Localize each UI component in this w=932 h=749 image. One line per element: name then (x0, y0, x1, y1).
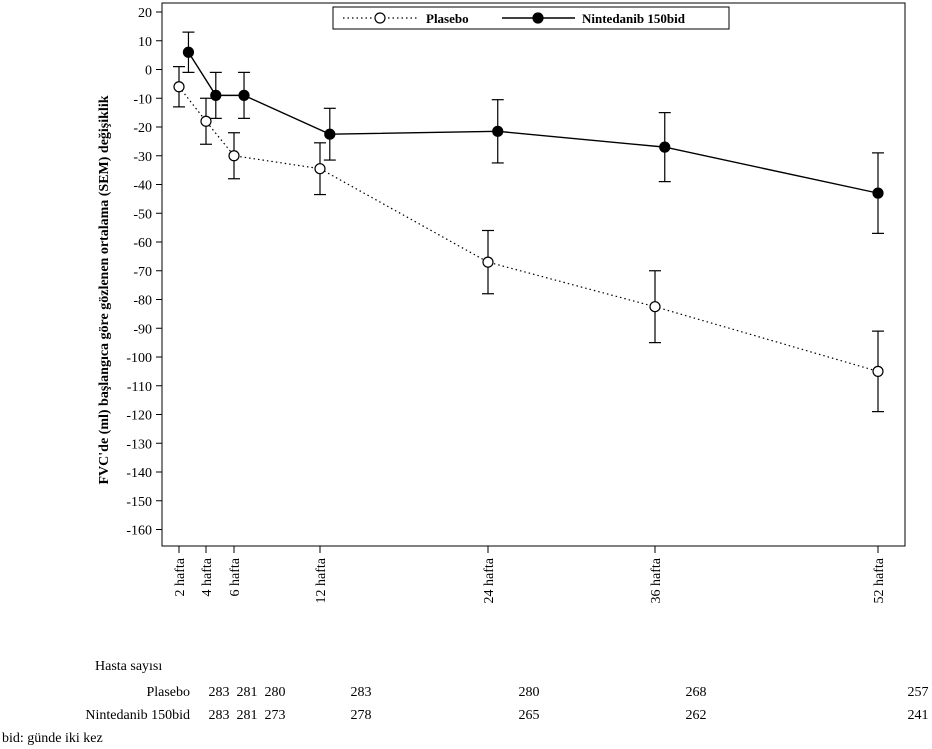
x-tick-label: 6 hafta (228, 557, 243, 596)
y-tick-label: 0 (145, 64, 152, 79)
data-point (872, 365, 884, 377)
risk-count: 241 (908, 708, 929, 723)
x-tick-label: 36 hafta (649, 557, 664, 603)
risk-count: 278 (351, 708, 372, 723)
risk-count: 281 (237, 708, 258, 723)
legend-marker-nintedanib (532, 12, 544, 24)
risk-count: 283 (351, 685, 372, 700)
risk-count: 281 (237, 685, 258, 700)
risk-count: 262 (686, 708, 707, 723)
x-tick-label: 4 hafta (200, 557, 215, 596)
series-line (187, 51, 879, 194)
y-axis-label: FVC'de (ml) başlangıca göre gözlenen ort… (97, 95, 112, 484)
y-tick-label: -130 (126, 437, 152, 452)
risk-row-label: Plasebo (146, 685, 190, 700)
data-point (649, 301, 661, 313)
y-tick-label: -160 (126, 524, 152, 539)
risk-count: 283 (209, 685, 230, 700)
data-point (210, 89, 222, 101)
legend-label-nintedanib: Nintedanib 150bid (582, 11, 686, 26)
y-tick-label: -80 (133, 294, 152, 309)
risk-table-header: Hasta sayısı (95, 659, 162, 674)
y-tick-label: -40 (133, 179, 152, 194)
y-tick-label: -100 (126, 351, 152, 366)
data-point (872, 187, 884, 199)
risk-table: Hasta sayısı Plasebo 283 281 280 283 280 268 257… (85, 659, 928, 723)
y-tick-label: 20 (138, 6, 152, 21)
y-tick-label: -20 (133, 121, 152, 136)
x-tick-label: 52 hafta (872, 557, 887, 603)
x-tick-label: 2 hafta (173, 557, 188, 596)
data-point (173, 81, 185, 93)
series-nintedanib (182, 31, 884, 234)
risk-count: 257 (908, 685, 929, 700)
data-point (492, 125, 504, 137)
y-tick-label: -10 (133, 92, 152, 107)
series-line (178, 86, 879, 372)
y-tick-label: -60 (133, 236, 152, 251)
y-tick-label: -90 (133, 322, 152, 337)
legend: Plasebo Nintedanib 150bid (332, 6, 730, 30)
series-layer (173, 31, 884, 413)
x-tick-label: 24 hafta (482, 557, 497, 603)
risk-count: 283 (209, 708, 230, 723)
legend-marker-plasebo (374, 12, 386, 24)
x-tick-label: 12 hafta (314, 557, 329, 603)
data-point (314, 163, 326, 175)
y-tick-label: -50 (133, 207, 152, 222)
risk-count: 280 (519, 685, 540, 700)
data-point (324, 128, 336, 140)
data-point (482, 256, 494, 268)
risk-count: 280 (265, 685, 286, 700)
y-tick-label: -30 (133, 150, 152, 165)
y-tick-label: -150 (126, 495, 152, 510)
y-tick-label: -140 (126, 466, 152, 481)
axes: 20 10 0 -10 -20 -30 -40 -50 -60 -70 -80 -90 -100 -110… (126, 2, 906, 603)
y-tick-label: 10 (138, 35, 152, 50)
plot-frame (161, 2, 906, 547)
risk-count: 268 (686, 685, 707, 700)
data-point (659, 141, 671, 153)
data-point (200, 115, 212, 127)
y-tick-label: -110 (127, 380, 152, 395)
series-plasebo (173, 66, 884, 413)
data-point (238, 89, 250, 101)
risk-count: 265 (519, 708, 540, 723)
footnote: bid: günde iki kez (2, 731, 103, 746)
risk-count: 273 (265, 708, 286, 723)
risk-row-label: Nintedanib 150bid (85, 708, 190, 723)
y-tick-label: -120 (126, 409, 152, 424)
legend-label-plasebo: Plasebo (426, 11, 469, 26)
data-point (182, 46, 195, 58)
y-tick-label: -70 (133, 265, 152, 280)
data-point (228, 150, 240, 162)
